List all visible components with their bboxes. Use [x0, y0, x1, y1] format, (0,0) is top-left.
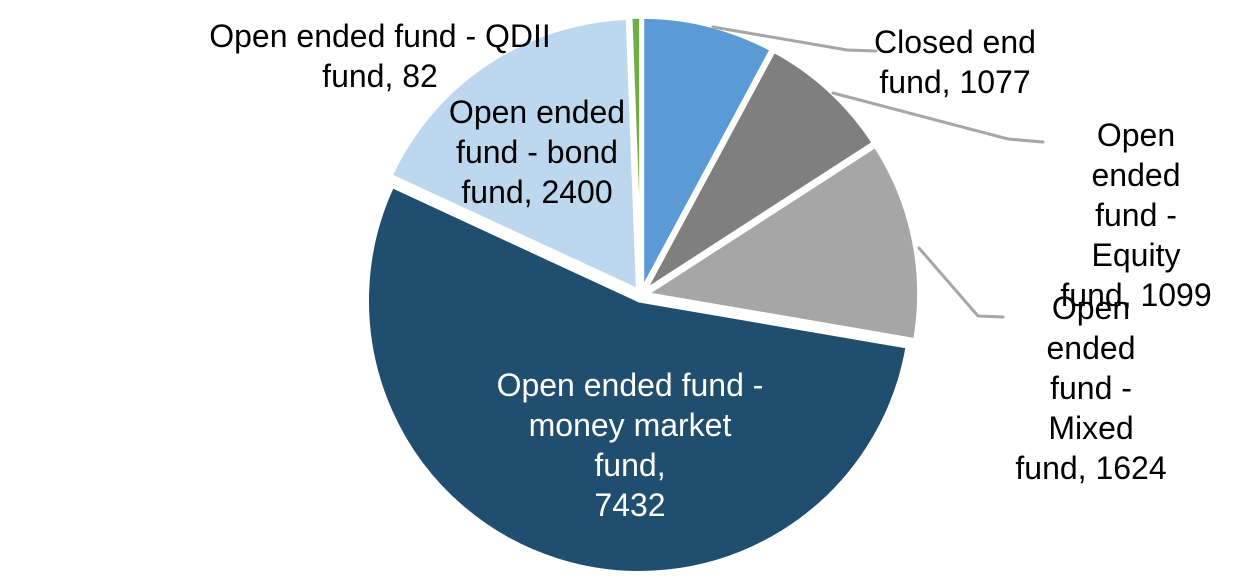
leader-lines	[711, 25, 1045, 319]
pie-slices	[365, 15, 921, 575]
pie-slice-open-ended-equity-fund[interactable]	[643, 49, 876, 293]
leader-line-equity-fund	[831, 91, 1045, 144]
leader-line-closed-end-fund	[711, 25, 878, 53]
pie-slice-open-ended-mixed-fund[interactable]	[645, 144, 921, 342]
leader-line-mixed-fund	[917, 246, 1005, 319]
pie-slice-closed-end-fund[interactable]	[640, 15, 774, 291]
pie-slice-open-ended-bond-fund[interactable]	[389, 16, 640, 292]
pie-slice-open-ended-qdii-fund[interactable]	[628, 15, 643, 291]
pie-slice-open-ended-money-market-fund[interactable]	[365, 184, 910, 575]
